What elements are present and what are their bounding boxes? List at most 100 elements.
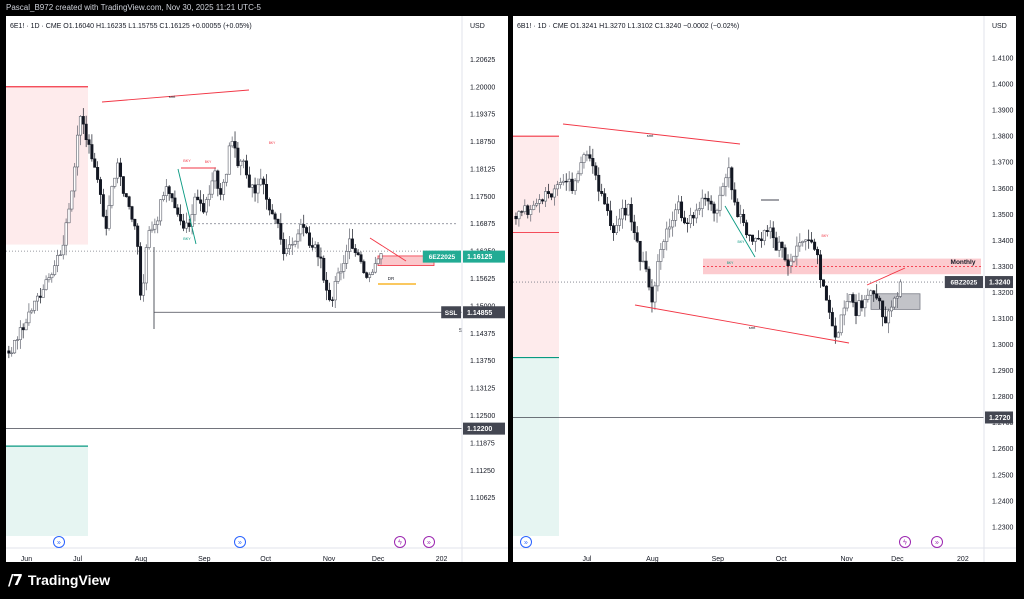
tradingview-logo-icon: /7 [8, 571, 23, 589]
candle-body [807, 239, 811, 241]
candle-body [614, 225, 618, 234]
event-icon-dec-flash[interactable] [899, 536, 911, 548]
candle-body [256, 184, 260, 194]
event-icon-sep[interactable] [234, 536, 246, 548]
candle-body [41, 289, 45, 298]
candle-body [538, 199, 542, 204]
candle-body [620, 207, 624, 220]
price-tag-label: 6BZ2025 [951, 280, 978, 287]
candle-body [789, 260, 793, 267]
candle-body [730, 167, 734, 191]
candle-body [196, 196, 200, 201]
event-icon-dec[interactable] [931, 536, 943, 548]
candle-body [745, 222, 749, 236]
candle-body [889, 306, 893, 312]
candle-body [555, 184, 559, 190]
candle-body [529, 209, 533, 215]
annotation-label: smt [647, 133, 654, 138]
candle-body [96, 167, 100, 180]
time-tick-label: 202 [436, 556, 448, 562]
candle-body [783, 247, 787, 261]
candle-body [362, 261, 366, 274]
candle-body [244, 160, 248, 176]
candle-body [762, 230, 766, 241]
time-tick-label: Jun [21, 556, 32, 562]
zone-discount [513, 357, 559, 536]
candle-body [121, 176, 125, 194]
candle-body [93, 158, 97, 168]
candle-body [845, 301, 849, 309]
candle-body [110, 186, 114, 206]
candle-body [617, 218, 621, 226]
candle-body [327, 289, 331, 301]
gbp-chart-svg[interactable]: smt smt BKY BKY BKY Monthly 1.4100 1.4000 1.3900… [513, 16, 1016, 562]
event-icon-jul[interactable] [520, 536, 532, 548]
price-tick-label: 1.16875 [470, 221, 495, 228]
candle-body [650, 286, 654, 303]
candle-body [144, 247, 148, 284]
eur-chart-svg[interactable]: smt BKY BKY BKY BKY DR SSL 1.20625 1.20000 1.1937… [6, 16, 508, 562]
chart-panel-eur[interactable]: smt BKY BKY BKY BKY DR SSL 1.20625 1.20000 1.1937… [6, 16, 508, 562]
candle-body [597, 174, 601, 192]
candle-body [116, 162, 120, 179]
candle-body [319, 256, 323, 259]
candle-body [73, 166, 77, 192]
zone-monthly_fvg [703, 258, 981, 275]
event-icon-dec-glyph: » [427, 540, 431, 547]
candle-body [535, 203, 539, 206]
candle-body [863, 299, 867, 309]
candle-body [276, 218, 280, 224]
candle-body [810, 239, 814, 243]
candle-body [833, 325, 837, 338]
candle-body [662, 241, 666, 250]
candle-body [606, 203, 610, 212]
price-tick-label: 1.2500 [992, 472, 1014, 479]
price-tick-label: 1.3600 [992, 186, 1014, 193]
candle-body [119, 162, 123, 177]
price-tag-bg [463, 306, 505, 319]
price-tick-label: 1.17500 [470, 194, 495, 201]
candle-body [570, 178, 574, 191]
chart-panel-gbp[interactable]: smt smt BKY BKY BKY Monthly 1.4100 1.4000 1.3900… [513, 16, 1016, 562]
candle-body [532, 204, 536, 210]
time-tick-label: Sep [712, 556, 725, 562]
candle-body [136, 225, 140, 247]
candle-body [270, 209, 274, 215]
candle-body [267, 199, 271, 211]
candle-body [239, 160, 243, 167]
candle-body [233, 141, 237, 149]
candle-body [724, 177, 728, 187]
candle-body [756, 237, 760, 240]
candle-body [526, 205, 530, 215]
price-tick-label: 1.2700 [992, 420, 1014, 427]
candle-body [842, 307, 846, 316]
candle-body [688, 214, 692, 225]
candle-body [159, 199, 163, 222]
candle-body [287, 244, 291, 249]
candle-body [703, 197, 707, 200]
candle-body [665, 228, 669, 242]
candle-body [81, 116, 85, 125]
candle-body [30, 310, 34, 313]
price-tick-label: 1.3400 [992, 238, 1014, 245]
candle-body [15, 339, 19, 341]
candle-body [609, 210, 613, 227]
candle-body [635, 232, 639, 242]
price-tick-label: 1.2800 [992, 394, 1014, 401]
candle-body [848, 294, 852, 302]
event-icon-dec[interactable] [423, 536, 435, 548]
candle-body [330, 299, 334, 301]
candle-body [626, 204, 630, 216]
tradingview-brand[interactable]: /7 TradingView [8, 570, 110, 590]
event-icon-jun[interactable] [53, 536, 65, 548]
event-icon-dec-flash[interactable] [394, 536, 406, 548]
price-tick-label: 1.3200 [992, 290, 1014, 297]
event-icon-jul-glyph: » [524, 540, 528, 547]
candle-body [552, 188, 556, 198]
candle-body [600, 190, 604, 194]
annotation-line-0 [562, 123, 741, 145]
candle-body [70, 190, 74, 210]
candle-body [133, 218, 137, 227]
candle-body [376, 258, 380, 264]
price-tick-label: 1.3300 [992, 264, 1014, 271]
